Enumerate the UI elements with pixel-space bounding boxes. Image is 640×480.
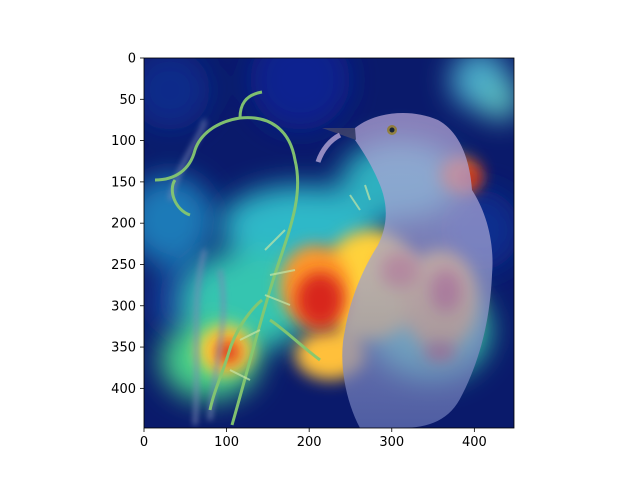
y-tick-label: 400 (111, 382, 136, 397)
y-tick-label: 200 (111, 217, 136, 232)
y-tick-label: 250 (111, 258, 136, 273)
y-tick-label: 50 (119, 93, 136, 108)
x-tick-label: 200 (297, 435, 322, 450)
image-frame (143, 57, 515, 429)
x-tick-label: 0 (140, 435, 148, 450)
y-tick-label: 0 (128, 52, 136, 67)
x-axis: 0 100 200 300 400 (140, 428, 487, 450)
heatmap-image (144, 58, 514, 428)
x-tick-label: 300 (379, 435, 404, 450)
y-axis: 0 50 100 150 200 250 300 350 400 (111, 52, 144, 397)
y-tick-label: 350 (111, 341, 136, 356)
y-tick-label: 150 (111, 175, 136, 190)
y-tick-label: 100 (111, 134, 136, 149)
y-tick-label: 300 (111, 299, 136, 314)
x-tick-label: 100 (214, 435, 239, 450)
x-tick-label: 400 (462, 435, 487, 450)
